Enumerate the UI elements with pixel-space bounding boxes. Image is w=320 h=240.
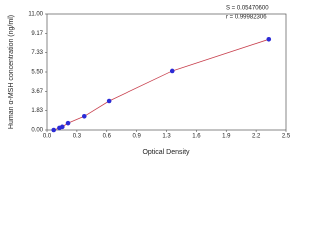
stat-label: r = 0.99982306 [226,15,267,21]
data-point [169,68,175,74]
x-tick-label: 1.3 [162,134,171,140]
x-tick-label: 0.9 [132,134,141,140]
y-tick-label: 0.00 [31,128,43,134]
x-tick-label: 0.6 [103,134,112,140]
data-point [106,98,112,104]
x-tick-label: 1.6 [192,134,201,140]
data-point [65,120,71,126]
x-tick-label: 1.9 [222,134,231,140]
x-tick-label: 0.3 [73,134,82,140]
x-tick-label: 0.0 [43,134,52,140]
x-axis-label: Optical Density [142,149,190,156]
data-point [81,113,87,119]
y-tick-label: 7.33 [31,50,43,56]
y-tick-label: 3.67 [31,89,43,95]
plot-frame [46,13,287,131]
data-point [59,124,65,130]
y-tick-label: 1.83 [31,108,43,114]
y-tick-label: 11.00 [28,12,43,18]
chart: Optical Density Human α-MSH concentratio… [8,6,291,156]
x-tick-label: 2.2 [252,134,261,140]
data-point [266,37,272,42]
stat-label: S = 0.05470600 [226,6,269,12]
y-axis-label: Human α-MSH concentration (ng/ml) [8,15,15,129]
y-tick-label: 5.50 [31,70,43,76]
y-tick-label: 9.17 [31,31,43,37]
x-tick-label: 2.5 [282,134,291,140]
data-point [51,127,56,133]
